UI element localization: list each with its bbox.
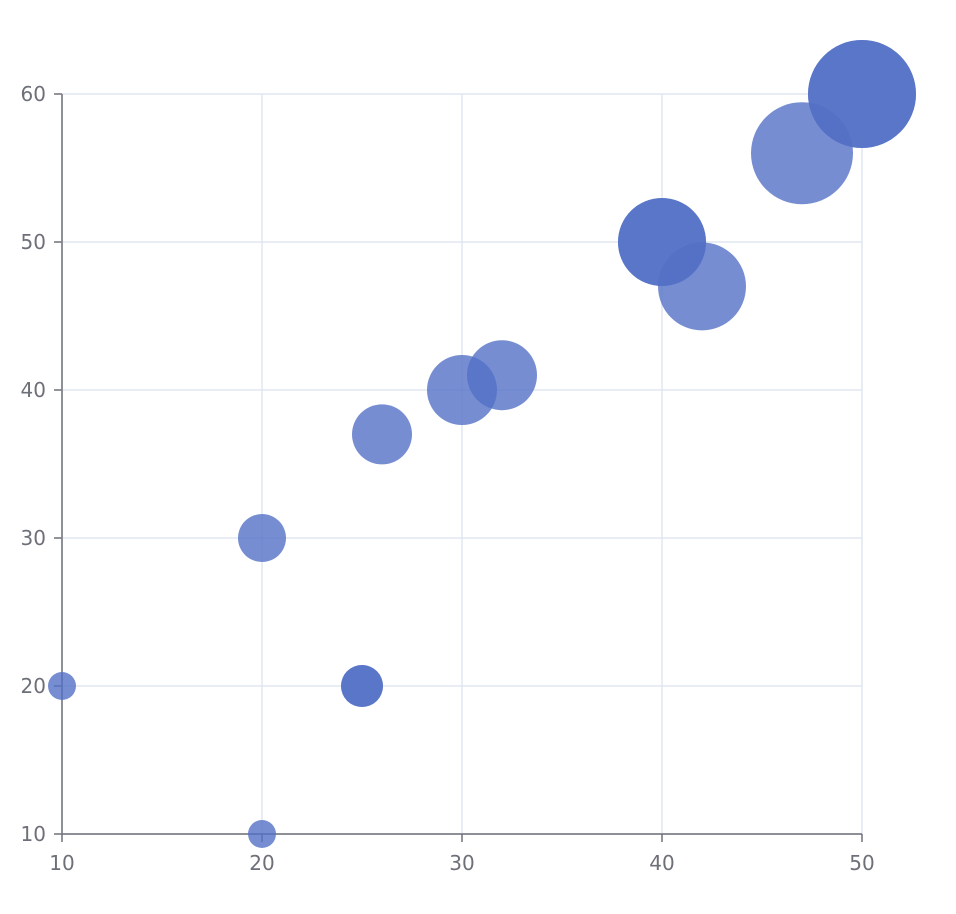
x-tick-label: 20 bbox=[249, 851, 274, 875]
x-tick-label: 30 bbox=[449, 851, 474, 875]
bubble bbox=[808, 40, 916, 148]
bubble bbox=[352, 404, 412, 465]
bubble bbox=[248, 820, 276, 848]
x-tick-label: 50 bbox=[849, 851, 874, 875]
y-tick-label: 20 bbox=[21, 674, 46, 698]
bubble bbox=[341, 665, 383, 707]
bubble bbox=[238, 514, 286, 562]
x-tick-label: 10 bbox=[49, 851, 74, 875]
bubble bbox=[658, 242, 746, 331]
y-tick-label: 50 bbox=[21, 230, 46, 254]
y-tick-label: 30 bbox=[21, 526, 46, 550]
bubble bbox=[467, 340, 537, 411]
bubble bbox=[48, 672, 76, 700]
y-tick-label: 10 bbox=[21, 822, 46, 846]
y-tick-label: 60 bbox=[21, 82, 46, 106]
y-tick-label: 40 bbox=[21, 378, 46, 402]
x-tick-label: 40 bbox=[649, 851, 674, 875]
